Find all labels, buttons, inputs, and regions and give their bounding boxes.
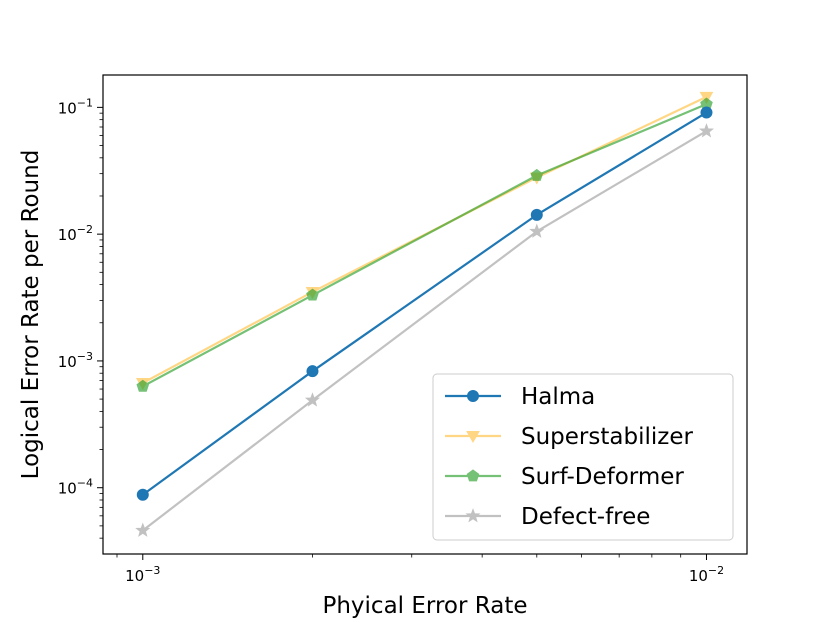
data-point-halma: [700, 106, 713, 119]
series-layer: [135, 91, 715, 537]
data-point-surf-deformer: [530, 168, 544, 181]
legend-label-surf-deformer: Surf-Deformer: [521, 464, 684, 490]
data-point-halma: [306, 365, 319, 378]
series-defect-free: [135, 123, 715, 537]
data-point-defect-free: [698, 123, 715, 138]
x-axis-label: Phyical Error Rate: [322, 593, 527, 619]
legend: Halma Superstabilizer Surf-Deformer Defect-…: [432, 373, 734, 541]
y-tick-label: 10−2: [58, 223, 93, 244]
y-tick-label: 10−4: [58, 477, 93, 498]
data-point-halma: [530, 208, 543, 221]
legend-label-halma: Halma: [521, 384, 595, 410]
y-tick-label: 10−3: [58, 350, 93, 371]
legend-marker-halma: [467, 390, 479, 402]
legend-marker-surf-deformer: [466, 469, 480, 482]
plot-frame: [102, 74, 748, 555]
legend-item-defect-free: Defect-free: [445, 504, 650, 530]
series-line-defect-free: [142, 130, 708, 532]
data-point-defect-free: [135, 522, 151, 537]
legend-label-superstabilizer: Superstabilizer: [521, 424, 693, 450]
legend-marker-superstabilizer: [466, 431, 480, 444]
legend-swatch-superstabilizer: [445, 431, 501, 444]
series-line-surf-deformer: [142, 103, 707, 388]
y-tick-label: 10−1: [58, 96, 93, 117]
data-point-surf-deformer: [306, 288, 319, 301]
y-axis-label: Logical Error Rate per Round: [18, 150, 44, 480]
x-tick-label: 10−2: [689, 564, 724, 585]
x-tick-label: 10−3: [125, 564, 160, 585]
data-point-defect-free: [304, 392, 321, 407]
data-point-surf-deformer: [136, 379, 150, 392]
data-point-defect-free: [529, 223, 545, 238]
legend-frame: [432, 373, 734, 541]
legend-swatch-defect-free: [445, 508, 501, 523]
legend-item-halma: Halma: [445, 384, 595, 410]
legend-marker-defect-free: [465, 508, 481, 523]
series-surf-deformer: [136, 97, 713, 392]
series-halma: [136, 106, 713, 501]
data-point-halma: [136, 488, 149, 501]
legend-item-superstabilizer: Superstabilizer: [445, 424, 693, 450]
legend-swatch-halma: [445, 390, 501, 402]
legend-item-surf-deformer: Surf-Deformer: [445, 464, 684, 490]
legend-swatch-surf-deformer: [445, 469, 501, 482]
legend-label-defect-free: Defect-free: [521, 504, 650, 530]
series-line-halma: [142, 111, 708, 496]
